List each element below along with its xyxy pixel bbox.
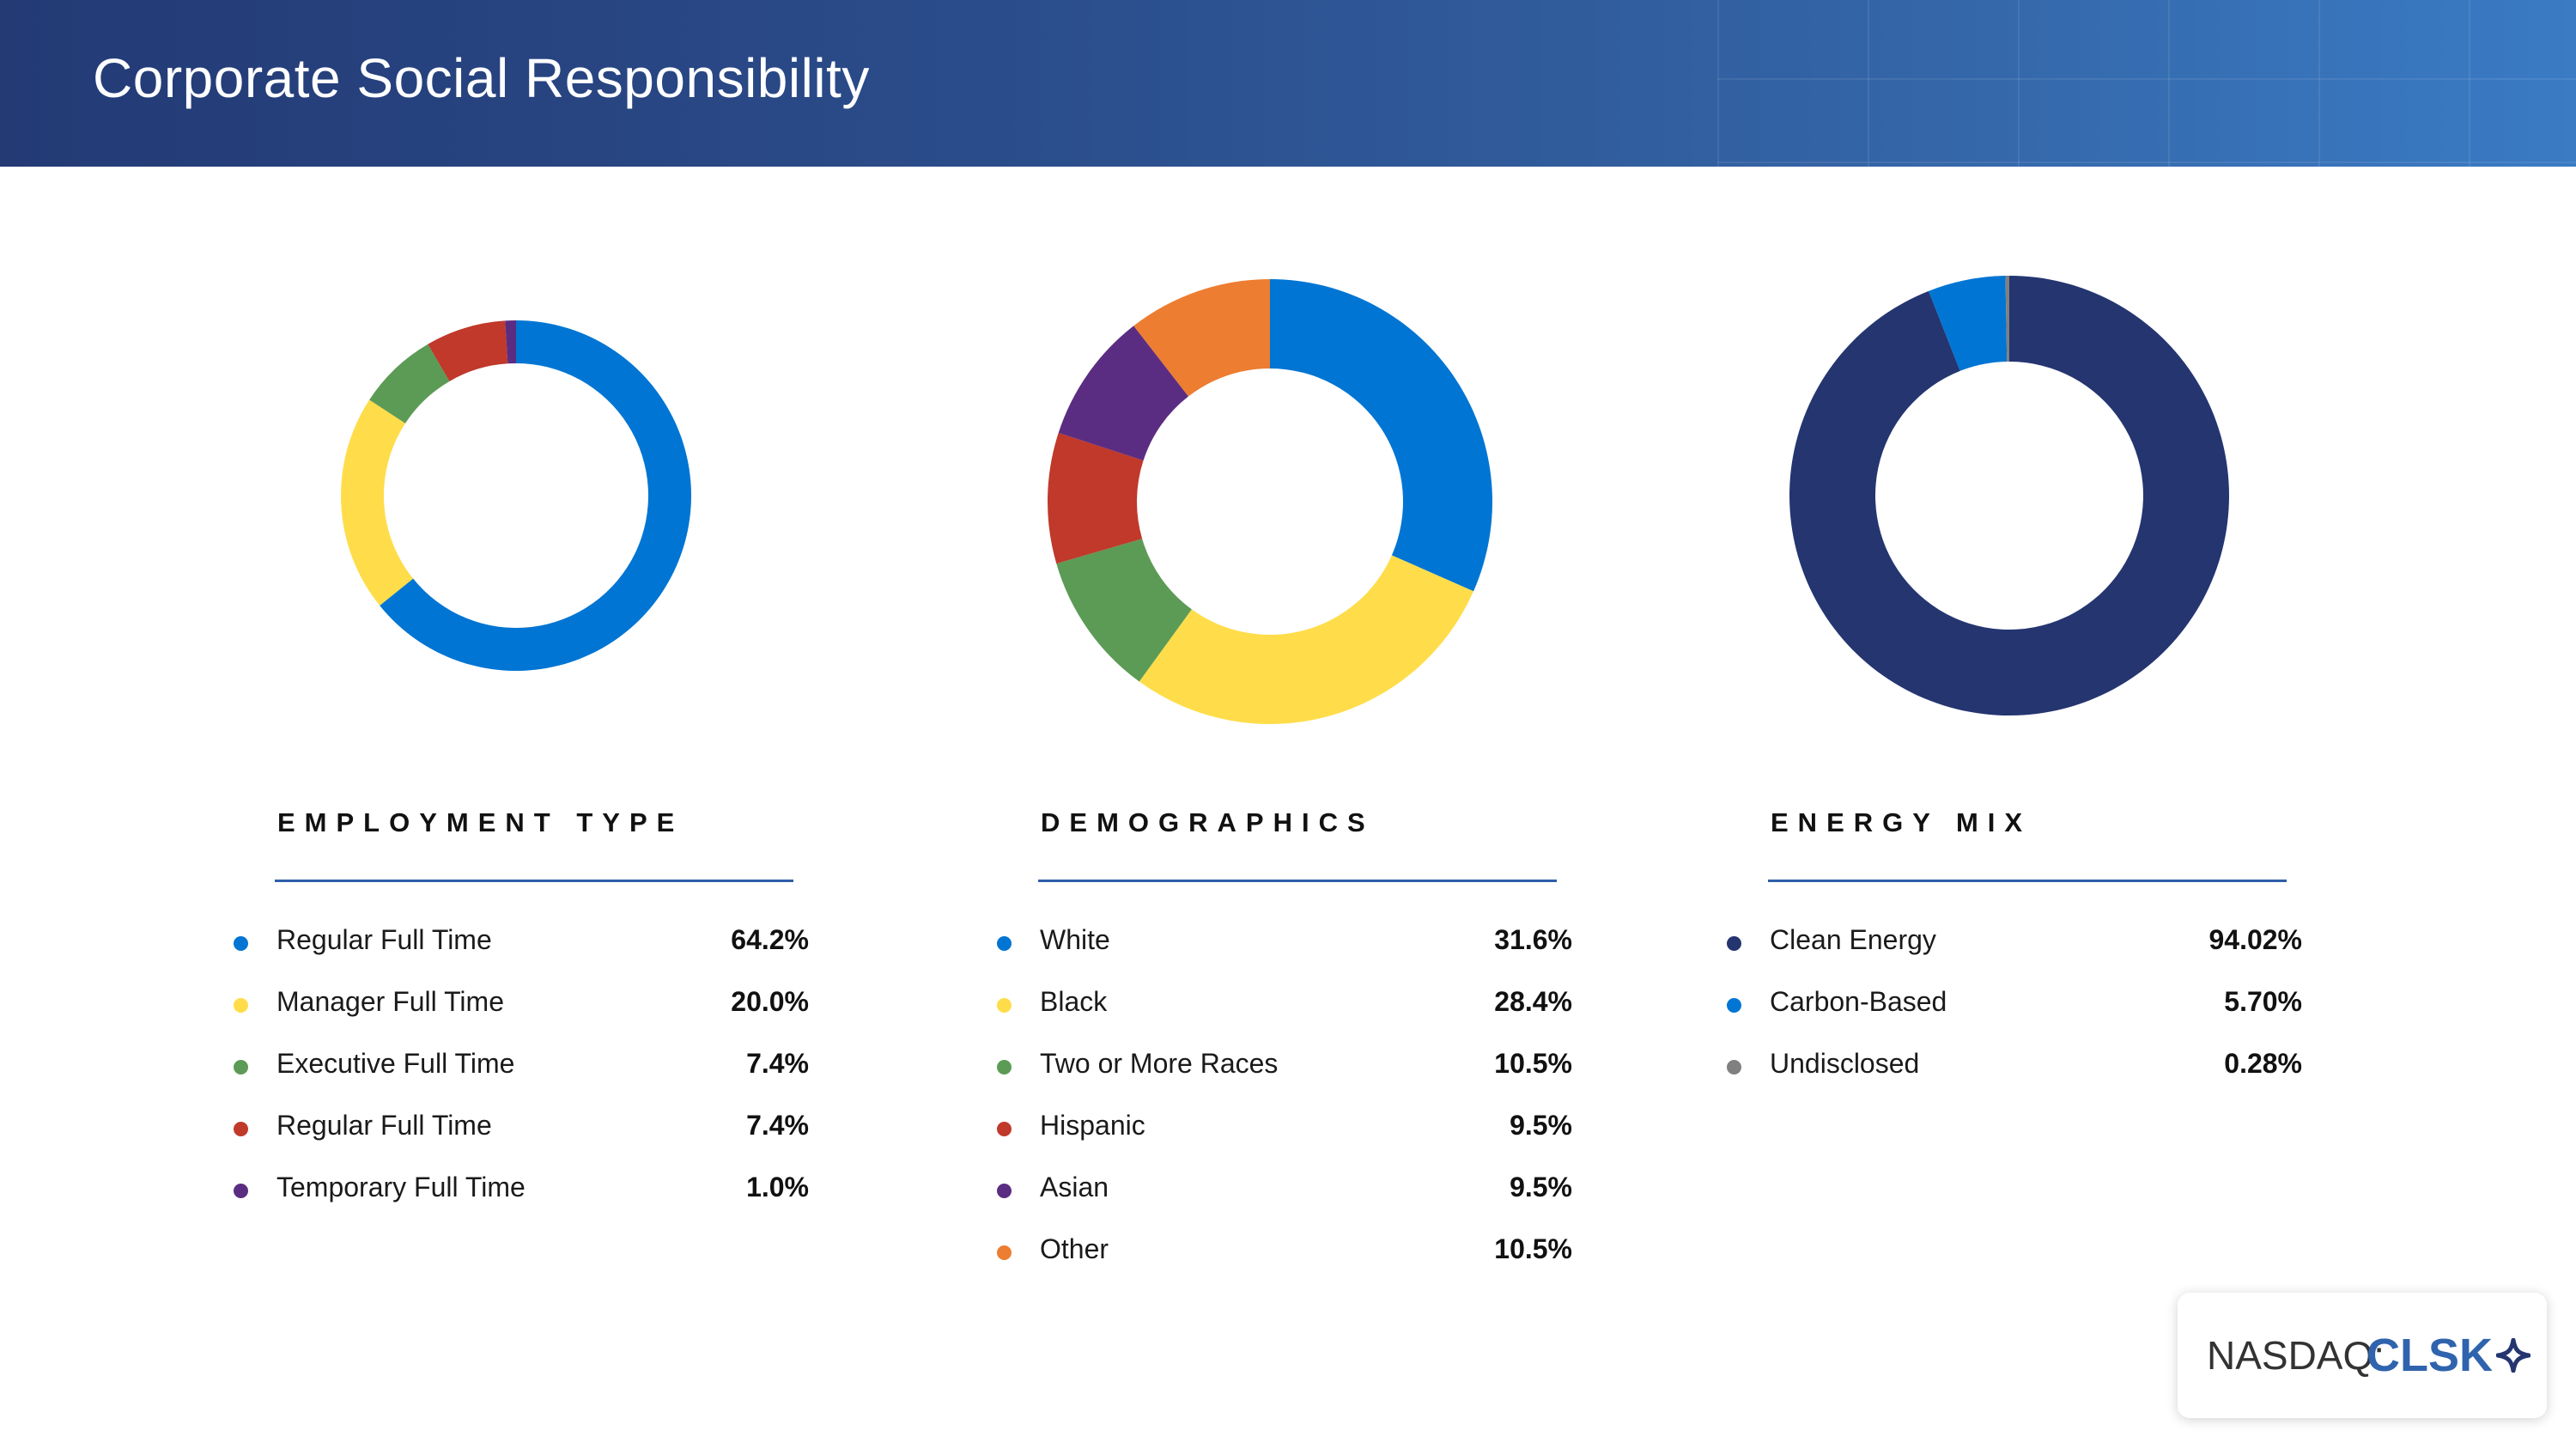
donut-slice-white-0 bbox=[1270, 279, 1493, 592]
nasdaq-ticker-badge: NASDAQ: CLSK bbox=[2178, 1293, 2547, 1418]
legend-item: Regular Full Time 64.2% bbox=[234, 921, 809, 983]
energy-mix-donut bbox=[1789, 276, 2230, 715]
donut-slice-undisclosed-2 bbox=[2005, 276, 2009, 362]
legend-value: 7.4% bbox=[746, 1110, 809, 1141]
legend-item: Black 28.4% bbox=[997, 983, 1572, 1044]
legend-dot-icon bbox=[234, 1060, 248, 1075]
donut-slice-hispanic-3 bbox=[1048, 432, 1144, 564]
legend-label: White bbox=[1040, 924, 1110, 955]
legend-item: Regular Full Time 7.4% bbox=[234, 1106, 809, 1168]
legend-label: Undisclosed bbox=[1770, 1048, 1920, 1079]
legend-value: 28.4% bbox=[1494, 986, 1572, 1017]
legend-dot-icon bbox=[997, 936, 1012, 951]
legend-label: Other bbox=[1040, 1233, 1109, 1264]
ticker-symbol: CLSK bbox=[2366, 1330, 2493, 1381]
legend-label: Carbon-Based bbox=[1770, 986, 1947, 1017]
legend-item: White 31.6% bbox=[997, 921, 1572, 983]
donut-slice-temporary-full-time-4 bbox=[505, 320, 516, 364]
legend-label: Black bbox=[1040, 986, 1108, 1017]
legend-value: 5.70% bbox=[2224, 986, 2302, 1017]
legend-dot-icon bbox=[997, 1184, 1012, 1198]
donut-slice-regular-full-time-3 bbox=[428, 320, 508, 381]
legend-label: Clean Energy bbox=[1770, 924, 1936, 955]
demographics-divider bbox=[1038, 880, 1557, 882]
legend-item: Undisclosed 0.28% bbox=[1727, 1044, 2302, 1106]
legend-item: Clean Energy 94.02% bbox=[1727, 921, 2302, 983]
employment-type-divider bbox=[275, 880, 793, 882]
legend-item: Manager Full Time 20.0% bbox=[234, 983, 809, 1044]
legend-value: 94.02% bbox=[2208, 924, 2302, 955]
legend-item: Two or More Races 10.5% bbox=[997, 1044, 1572, 1106]
donut-slice-manager-full-time-1 bbox=[341, 399, 414, 606]
legend-label: Regular Full Time bbox=[276, 1110, 492, 1141]
donut-slice-other-5 bbox=[1133, 279, 1270, 397]
header-banner: Corporate Social Responsibility bbox=[0, 0, 2576, 167]
legend-value: 31.6% bbox=[1494, 924, 1572, 955]
legend-value: 9.5% bbox=[1510, 1172, 1572, 1202]
legend-dot-icon bbox=[997, 1122, 1012, 1136]
donut-slice-black-1 bbox=[1139, 555, 1474, 724]
legend-dot-icon bbox=[1727, 998, 1741, 1013]
donut-slice-clean-energy-0 bbox=[1789, 276, 2230, 715]
energy-mix-title: ENERGY MIX bbox=[1771, 807, 2032, 837]
legend-dot-icon bbox=[234, 998, 248, 1013]
legend-dot-icon bbox=[234, 1122, 248, 1136]
employment-type-title: EMPLOYMENT TYPE bbox=[277, 807, 684, 837]
legend-label: Hispanic bbox=[1040, 1110, 1145, 1141]
legend-dot-icon bbox=[997, 1060, 1012, 1075]
legend-value: 7.4% bbox=[746, 1048, 809, 1079]
legend-label: Regular Full Time bbox=[276, 924, 492, 955]
demographics-donut bbox=[1048, 279, 1493, 724]
header-grid-pattern bbox=[1717, 0, 2576, 167]
legend-dot-icon bbox=[234, 1184, 248, 1198]
legend-value: 64.2% bbox=[731, 924, 809, 955]
demographics-legend: White 31.6% Black 28.4% Two or More Races 10.… bbox=[997, 921, 1572, 1292]
legend-value: 1.0% bbox=[746, 1172, 809, 1202]
legend-value: 10.5% bbox=[1494, 1233, 1572, 1264]
employment-type-legend: Regular Full Time 64.2% Manager Full Time 2… bbox=[234, 921, 809, 1230]
energy-mix-divider bbox=[1768, 880, 2287, 882]
legend-item: Other 10.5% bbox=[997, 1230, 1572, 1292]
legend-dot-icon bbox=[1727, 936, 1741, 951]
legend-label: Two or More Races bbox=[1040, 1048, 1279, 1079]
legend-item: Hispanic 9.5% bbox=[997, 1106, 1572, 1168]
legend-dot-icon bbox=[234, 936, 248, 951]
ticker-exchange: NASDAQ: bbox=[2207, 1333, 2385, 1378]
legend-label: Temporary Full Time bbox=[276, 1172, 526, 1202]
legend-item: Executive Full Time 7.4% bbox=[234, 1044, 809, 1106]
donut-slice-asian-4 bbox=[1058, 326, 1188, 461]
legend-value: 20.0% bbox=[731, 986, 809, 1017]
legend-value: 0.28% bbox=[2224, 1048, 2302, 1079]
legend-label: Asian bbox=[1040, 1172, 1109, 1202]
legend-item: Carbon-Based 5.70% bbox=[1727, 983, 2302, 1044]
legend-label: Manager Full Time bbox=[276, 986, 504, 1017]
donut-slice-executive-full-time-2 bbox=[369, 344, 450, 423]
legend-item: Asian 9.5% bbox=[997, 1168, 1572, 1230]
donut-slice-carbon-based-1 bbox=[1929, 276, 2008, 371]
legend-value: 10.5% bbox=[1494, 1048, 1572, 1079]
legend-dot-icon bbox=[997, 998, 1012, 1013]
page-title: Corporate Social Responsibility bbox=[93, 47, 870, 109]
legend-item: Temporary Full Time 1.0% bbox=[234, 1168, 809, 1230]
sparkle-icon bbox=[2496, 1338, 2530, 1373]
donut-slice-two-or-more-races-2 bbox=[1056, 539, 1192, 682]
legend-value: 9.5% bbox=[1510, 1110, 1572, 1141]
energy-mix-legend: Clean Energy 94.02% Carbon-Based 5.70% Undis… bbox=[1727, 921, 2302, 1106]
demographics-title: DEMOGRAPHICS bbox=[1041, 807, 1375, 837]
legend-dot-icon bbox=[997, 1245, 1012, 1260]
employment-type-donut bbox=[341, 320, 692, 671]
legend-label: Executive Full Time bbox=[276, 1048, 515, 1079]
legend-dot-icon bbox=[1727, 1060, 1741, 1075]
